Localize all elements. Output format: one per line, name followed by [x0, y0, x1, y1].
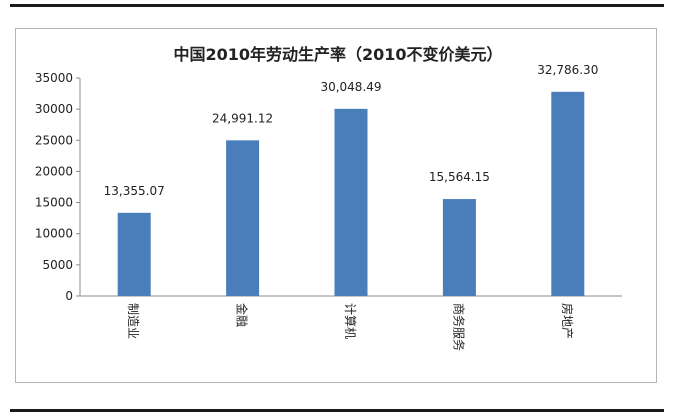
top-rule: [10, 4, 664, 7]
data-label: 32,786.30: [537, 63, 598, 77]
data-label: 24,991.12: [212, 111, 273, 125]
category-labels: 制造业 金融 计算机 商务服务 房地产: [126, 303, 575, 351]
bar: [442, 199, 476, 296]
data-label: 30,048.49: [320, 80, 381, 94]
y-axis-ticks: 0 5000 10000 15000 20000 25000 30000 35000: [35, 71, 80, 303]
bar: [117, 212, 151, 296]
chart-title: 中国2010年劳动生产率（2010不变价美元）: [173, 45, 502, 64]
y-tick-label: 10000: [35, 227, 73, 241]
y-tick-label: 25000: [35, 133, 73, 147]
bar: [334, 108, 368, 296]
category-label: 金融: [235, 303, 250, 327]
data-label: 13,355.07: [104, 184, 165, 198]
y-tick-label: 30000: [35, 102, 73, 116]
data-labels: 13,355.07 24,991.12 30,048.49 15,564.15 32,7…: [104, 63, 599, 198]
y-tick-label: 0: [65, 289, 73, 303]
category-label: 制造业: [126, 303, 140, 339]
y-tick-label: 15000: [35, 196, 73, 210]
bottom-rule: [10, 409, 664, 412]
y-tick-label: 20000: [35, 164, 73, 178]
data-label: 15,564.15: [429, 170, 490, 184]
category-label: 商务服务: [451, 303, 466, 351]
category-label: 计算机: [343, 303, 358, 339]
bar: [226, 140, 260, 296]
y-tick-label: 35000: [35, 71, 73, 85]
category-label: 房地产: [560, 303, 575, 339]
y-tick-label: 5000: [42, 258, 73, 272]
bars: [117, 91, 585, 297]
bar: [551, 91, 585, 297]
